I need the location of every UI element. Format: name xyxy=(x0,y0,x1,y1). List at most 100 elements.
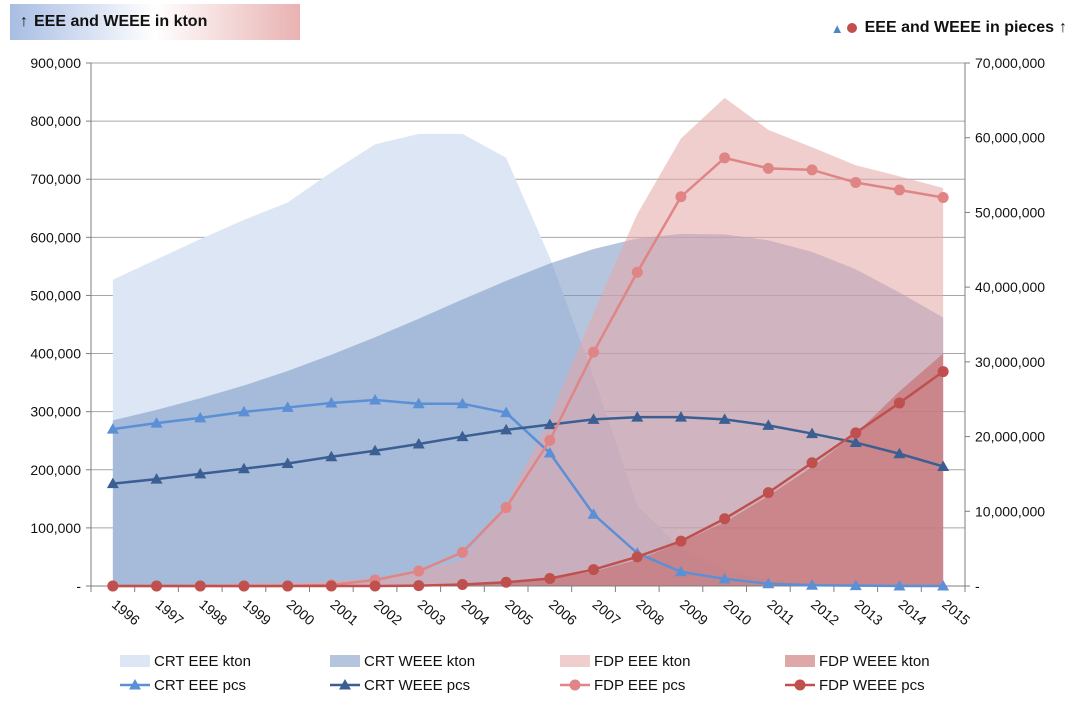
legend-item: FDP EEE kton xyxy=(560,653,690,670)
marker-crt-weee-pcs xyxy=(281,457,294,468)
legend-marker xyxy=(569,679,581,691)
legend-item: CRT EEE kton xyxy=(120,653,251,670)
marker-fdp-weee-pcs xyxy=(631,551,643,563)
marker-crt-weee-pcs xyxy=(762,419,775,430)
marker-crt-eee-pcs xyxy=(893,580,906,591)
marker-crt-weee-pcs xyxy=(674,411,687,422)
legend-item: CRT WEEE pcs xyxy=(330,677,470,694)
marker-crt-weee-pcs xyxy=(893,447,906,459)
y-right-tick-label: 30,000,000 xyxy=(975,354,1045,370)
x-tick-label: 2014 xyxy=(896,596,930,628)
y-right-tick-label: 70,000,000 xyxy=(975,55,1045,71)
y-left-tick-label: 800,000 xyxy=(30,113,81,129)
marker-crt-weee-pcs xyxy=(543,418,556,430)
marker-crt-eee-pcs xyxy=(762,577,775,589)
legend: CRT EEE kton CRT WEEE kton FDP EEE kton FDP… xyxy=(120,653,930,694)
legend-swatch xyxy=(785,655,815,667)
y-left-tick-label: 900,000 xyxy=(30,55,81,71)
x-tick-label: 2009 xyxy=(677,596,711,628)
triangle-marker-icon: ▲ xyxy=(830,20,844,36)
marker-crt-weee-pcs xyxy=(718,413,731,424)
legend-swatch xyxy=(330,655,360,667)
marker-crt-weee-pcs xyxy=(631,411,644,422)
x-tick-label: 1996 xyxy=(109,596,143,628)
line-fdp-weee-pcs xyxy=(112,370,944,588)
legend-item: FDP EEE pcs xyxy=(560,677,685,694)
marker-crt-weee-pcs xyxy=(849,436,862,448)
marker-crt-eee-pcs xyxy=(325,396,338,408)
x-tick-label: 2011 xyxy=(764,596,798,628)
marker-crt-weee-pcs xyxy=(500,423,513,435)
legend-item: CRT WEEE kton xyxy=(330,653,475,670)
y-right-tick-label: 60,000,000 xyxy=(975,130,1045,146)
legend-label: FDP WEEE pcs xyxy=(819,677,925,694)
x-tick-label: 2001 xyxy=(327,596,361,628)
marker-crt-eee-pcs xyxy=(849,579,862,591)
marker-fdp-weee-pcs xyxy=(588,564,600,576)
marker-fdp-eee-pcs xyxy=(544,434,556,446)
marker-crt-eee-pcs xyxy=(237,405,250,417)
y-right-tick-label: 50,000,000 xyxy=(975,204,1045,220)
y-left-tick-label: 300,000 xyxy=(30,404,81,420)
marker-fdp-eee-pcs xyxy=(631,266,643,278)
marker-fdp-eee-pcs xyxy=(937,191,949,203)
x-tick-label: 2015 xyxy=(939,596,973,628)
marker-fdp-weee-pcs xyxy=(675,535,687,547)
marker-crt-weee-pcs xyxy=(237,462,250,474)
line-crt-weee-pcs xyxy=(112,415,944,485)
legend-label: CRT EEE kton xyxy=(154,653,251,670)
marker-fdp-eee-pcs xyxy=(719,152,731,164)
marker-fdp-eee-pcs xyxy=(413,565,425,577)
y-left-tick-label: - xyxy=(76,578,81,594)
x-tick-label: 1998 xyxy=(196,596,230,628)
marker-fdp-weee-pcs xyxy=(893,397,905,409)
marker-crt-eee-pcs xyxy=(281,401,294,412)
area-series-group xyxy=(112,97,944,586)
marker-fdp-weee-pcs xyxy=(544,573,556,585)
marker-crt-eee-pcs xyxy=(543,447,556,458)
marker-fdp-weee-pcs xyxy=(500,576,512,588)
x-tick-label: 1999 xyxy=(240,596,274,628)
y-left-tick-label: 600,000 xyxy=(30,229,81,245)
marker-fdp-eee-pcs xyxy=(893,184,905,196)
marker-crt-eee-pcs xyxy=(587,508,600,519)
marker-crt-eee-pcs xyxy=(718,572,731,584)
marker-fdp-weee-pcs xyxy=(850,427,862,439)
marker-crt-weee-pcs xyxy=(937,460,950,471)
marker-crt-weee-pcs xyxy=(456,430,469,442)
y-right-tick-label: 10,000,000 xyxy=(975,503,1045,519)
legend-label: CRT WEEE kton xyxy=(364,653,475,670)
x-tick-label: 2002 xyxy=(371,596,405,628)
line-series-group xyxy=(106,152,950,592)
marker-crt-eee-pcs xyxy=(806,579,819,590)
legend-label: CRT EEE pcs xyxy=(154,677,246,694)
x-tick-label: 2000 xyxy=(284,596,318,628)
marker-crt-eee-pcs xyxy=(150,417,163,428)
marker-fdp-weee-pcs xyxy=(806,457,818,469)
marker-crt-eee-pcs xyxy=(106,423,119,434)
marker-crt-eee-pcs xyxy=(937,580,950,591)
marker-fdp-weee-pcs xyxy=(282,580,294,592)
marker-fdp-weee-pcs xyxy=(719,513,731,525)
x-tick-label: 2008 xyxy=(633,596,667,628)
x-tick-label: 2012 xyxy=(808,596,842,628)
marker-fdp-weee-pcs xyxy=(369,580,381,592)
legend-marker xyxy=(794,679,806,691)
legend-label: CRT WEEE pcs xyxy=(364,677,470,694)
marker-crt-eee-pcs xyxy=(456,397,469,409)
marker-crt-weee-pcs xyxy=(106,477,119,489)
marker-fdp-weee-pcs xyxy=(151,580,163,592)
marker-crt-eee-pcs xyxy=(194,411,207,423)
legend-swatch xyxy=(120,655,150,667)
marker-crt-weee-pcs xyxy=(194,467,207,479)
marker-crt-weee-pcs xyxy=(806,427,819,439)
marker-fdp-eee-pcs xyxy=(850,177,862,189)
legend-swatch xyxy=(560,655,590,667)
marker-fdp-weee-pcs xyxy=(107,580,119,592)
legend-label: FDP EEE pcs xyxy=(594,677,685,694)
up-arrow-icon: ↑ xyxy=(20,13,28,30)
x-tick-label: 2003 xyxy=(415,596,449,628)
x-tick-label: 2004 xyxy=(459,596,493,628)
line-crt-eee-pcs xyxy=(112,398,944,588)
marker-fdp-weee-pcs xyxy=(762,487,774,499)
